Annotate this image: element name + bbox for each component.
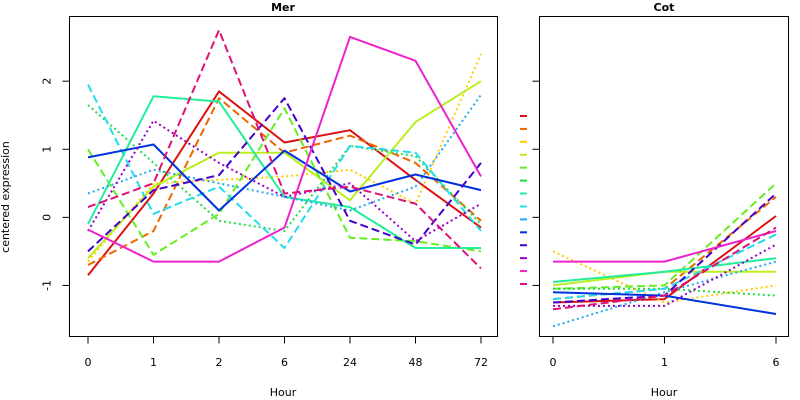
mer-series-line-14 [87, 29, 482, 270]
y-tick-label: 1 [41, 146, 54, 153]
mer-x-axis-label: Hour [270, 386, 297, 399]
x-tick-label: 48 [409, 356, 423, 369]
mer-series-line-6 [87, 104, 482, 232]
cot-series-line-2 [552, 196, 777, 301]
mer-plot-frame [69, 16, 498, 337]
mer-series-line-4 [87, 80, 482, 259]
x-tick-label: 1 [150, 356, 157, 369]
y-tick-label: -1 [41, 280, 54, 291]
mer-series-line-11 [87, 97, 482, 253]
cot-title: Cot [654, 1, 675, 14]
cot-series-line-5 [552, 182, 777, 290]
mer-series-lines [87, 29, 482, 276]
mer-series-line-2 [87, 97, 482, 266]
x-tick-label: 0 [550, 356, 557, 369]
mer-x-axis: 0 1 2 6 24 48 72 [85, 336, 488, 369]
cot-series-line-13 [553, 230, 777, 263]
mer-series-line-12 [87, 119, 482, 243]
cot-series-line-1 [552, 215, 777, 304]
x-tick-label: 0 [85, 356, 92, 369]
mer-panel: Mer -1 0 1 2 0 1 2 6 24 48 72 Hour centered expre… [0, 1, 498, 399]
cot-series-line-12 [553, 243, 777, 307]
cot-series-line-8 [552, 233, 777, 301]
x-tick-label: 24 [343, 356, 357, 369]
cot-series-line-14 [552, 226, 777, 311]
cot-y-axis [532, 80, 540, 286]
series-color-key [520, 115, 527, 285]
mer-series-line-5 [87, 107, 482, 256]
mer-series-line-9 [87, 94, 482, 212]
mer-series-line-13 [87, 35, 482, 263]
cot-x-axis: 0 1 6 [550, 336, 780, 369]
x-tick-label: 1 [661, 356, 668, 369]
x-tick-label: 2 [216, 356, 223, 369]
y-tick-label: 0 [41, 214, 54, 221]
mer-series-line-1 [87, 90, 482, 276]
cot-series-line-3 [552, 250, 777, 304]
cot-x-axis-label: Hour [651, 386, 678, 399]
y-axis-label: centered expression [0, 141, 12, 253]
y-tick-label: 2 [41, 78, 54, 85]
cot-series-lines [552, 182, 777, 328]
x-tick-label: 6 [773, 356, 780, 369]
cot-panel: Cot 0 1 6 Hour [532, 1, 789, 399]
mer-y-axis: -1 0 1 2 [41, 78, 70, 291]
x-tick-label: 72 [474, 356, 488, 369]
mer-title: Mer [271, 1, 295, 14]
cot-series-line-7 [552, 257, 777, 283]
mer-series-line-8 [87, 84, 482, 249]
mer-series-line-10 [87, 143, 482, 212]
mer-series-line-7 [87, 95, 481, 249]
x-tick-label: 6 [281, 356, 288, 369]
cot-series-line-9 [552, 260, 777, 328]
